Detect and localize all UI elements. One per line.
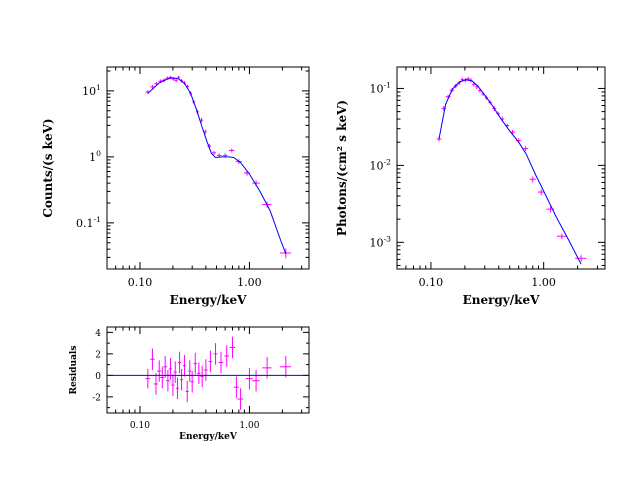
plot-frame [396, 66, 606, 270]
data-point [213, 343, 218, 365]
data-point [160, 366, 165, 389]
data-point [228, 148, 235, 153]
data-point [166, 370, 170, 392]
y-tick-exponent: 0 [96, 149, 101, 158]
data-point [233, 376, 239, 398]
model-curve [147, 77, 287, 254]
y-tick-base: 10 [370, 236, 384, 249]
data-point [168, 358, 173, 380]
x-tick-label: 0.10 [128, 276, 153, 289]
data-point [245, 367, 253, 390]
data-point [200, 365, 204, 388]
data-point [575, 255, 587, 262]
model-curve [438, 79, 582, 265]
data-point [156, 360, 162, 382]
x-axis-label: Energy/keV [170, 293, 248, 307]
data-point [190, 371, 194, 393]
data-point [537, 189, 545, 196]
y-axis-label: Photons/(cm² s keV) [335, 100, 349, 236]
x-tick-label: 0.10 [419, 276, 444, 289]
data-point [177, 75, 181, 79]
y-tick-exponent: -1 [384, 81, 392, 90]
y-tick-label: 4 [95, 329, 101, 339]
plot-frame [106, 66, 310, 270]
y-tick-label: 10-2 [370, 158, 392, 173]
data-point [193, 352, 197, 375]
y-tick-label: 0 [95, 372, 101, 382]
data-point [556, 233, 567, 240]
y-tick-exponent: -2 [384, 158, 392, 167]
data-point [185, 380, 189, 403]
data-point [211, 150, 217, 155]
y-tick-base: 10 [370, 83, 384, 96]
chart-panel-3: 0.10 1.00 4 2 0 -2 Energy/keV Residuals [69, 326, 310, 442]
plot-frame [106, 326, 310, 414]
data-point [153, 373, 158, 395]
y-tick-label: 10-3 [370, 234, 392, 249]
data-point [529, 176, 536, 183]
data-point [150, 348, 155, 370]
data-point [145, 368, 151, 389]
x-tick-label: 1.00 [531, 276, 556, 289]
data-point [279, 356, 292, 378]
y-tick-label: 10-1 [370, 81, 392, 96]
data-point [175, 377, 179, 400]
x-axis-label: Energy/keV [179, 432, 238, 442]
data-point [173, 361, 177, 383]
data-point [197, 362, 201, 384]
y-tick-exponent: -3 [384, 234, 392, 243]
data-point [178, 351, 181, 374]
data-point [188, 360, 192, 382]
data-point [229, 336, 236, 359]
data-point [208, 350, 213, 373]
x-axis-label: Energy/keV [463, 293, 541, 307]
data-point [252, 370, 260, 392]
data-point [174, 78, 178, 83]
data-point [163, 356, 168, 378]
y-tick-label: 10 [89, 149, 101, 164]
x-tick-label: 0.10 [130, 421, 150, 431]
y-tick-exponent: -1 [94, 215, 102, 224]
chart-panel-2: 0.10 1.0010-110-210-3Energy/keVPhotons/(c… [335, 66, 606, 307]
data-point [150, 84, 155, 89]
y-axis-label: Residuals [69, 346, 79, 395]
data-point [224, 345, 229, 367]
y-tick-label: -2 [92, 393, 101, 403]
x-tick-label: 1.00 [239, 421, 259, 431]
data-point [179, 368, 184, 391]
data-point [237, 388, 244, 410]
data-point [522, 146, 529, 152]
data-point [218, 351, 224, 374]
data-point [171, 374, 175, 396]
y-tick-base: 1 [89, 151, 96, 164]
y-tick-label: 0.1-1 [76, 215, 101, 230]
y-axis-label: Counts/(s keV) [41, 118, 55, 217]
data-point [182, 354, 186, 377]
y-tick-base: 0.1 [76, 217, 94, 230]
y-tick-base: 10 [82, 85, 96, 98]
y-tick-exponent: 1 [96, 83, 101, 92]
y-tick-label: 101 [82, 83, 101, 98]
data-point [204, 359, 208, 381]
y-tick-base: 10 [370, 160, 384, 173]
x-tick-label: 1.00 [237, 276, 262, 289]
y-tick-label: 2 [95, 350, 101, 360]
